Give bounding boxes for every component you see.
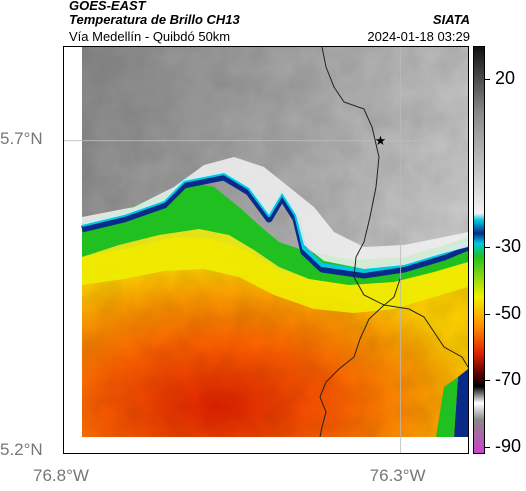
colorbar-tick [485,246,490,248]
colorbar-tick-label: 20 [495,68,516,89]
warm-corner-green [436,377,458,437]
municipal-border [319,278,401,438]
x-tick-label-2: 76.3°W [369,466,426,485]
colorbar [473,46,485,454]
colorbar-tick [485,447,490,449]
yellow-band [82,217,468,313]
colorbar-tick-label: -30 [495,235,522,256]
y-tick-label-2: 5.2°N [0,440,43,459]
colorbar-tick-label: -50 [495,302,522,323]
star-icon: ★ [375,133,387,148]
header-timestamp: 2024-01-18 03:29 [367,29,470,44]
colorbar-tick-label: -70 [495,369,522,390]
map-frame: ★ [63,46,469,454]
brightness-temperature-map: ★ [64,47,468,453]
header-product: Temperatura de Brillo CH13 [69,12,240,27]
temperature-field [81,47,468,437]
cold-front-edge [81,173,468,279]
colorbar-tick [485,313,490,315]
y-tick-label-1: 5.7°N [0,128,43,148]
x-tick-label-1: 76.8°W [33,466,89,485]
white-ridge [82,157,468,269]
header-agency: SIATA [432,12,470,27]
header-route: Vía Medellín - Quibdó 50km [69,29,231,44]
colorbar-tick [485,79,490,81]
header-satellite: GOES-EAST [69,0,146,13]
missing-data-bottom-strip [64,437,468,453]
warm-corner-blue [454,369,468,437]
department-border [321,47,468,368]
missing-data-left-strip [64,47,82,453]
colorbar-tick [485,380,490,382]
colorbar-tick-label: -90 [495,436,522,457]
